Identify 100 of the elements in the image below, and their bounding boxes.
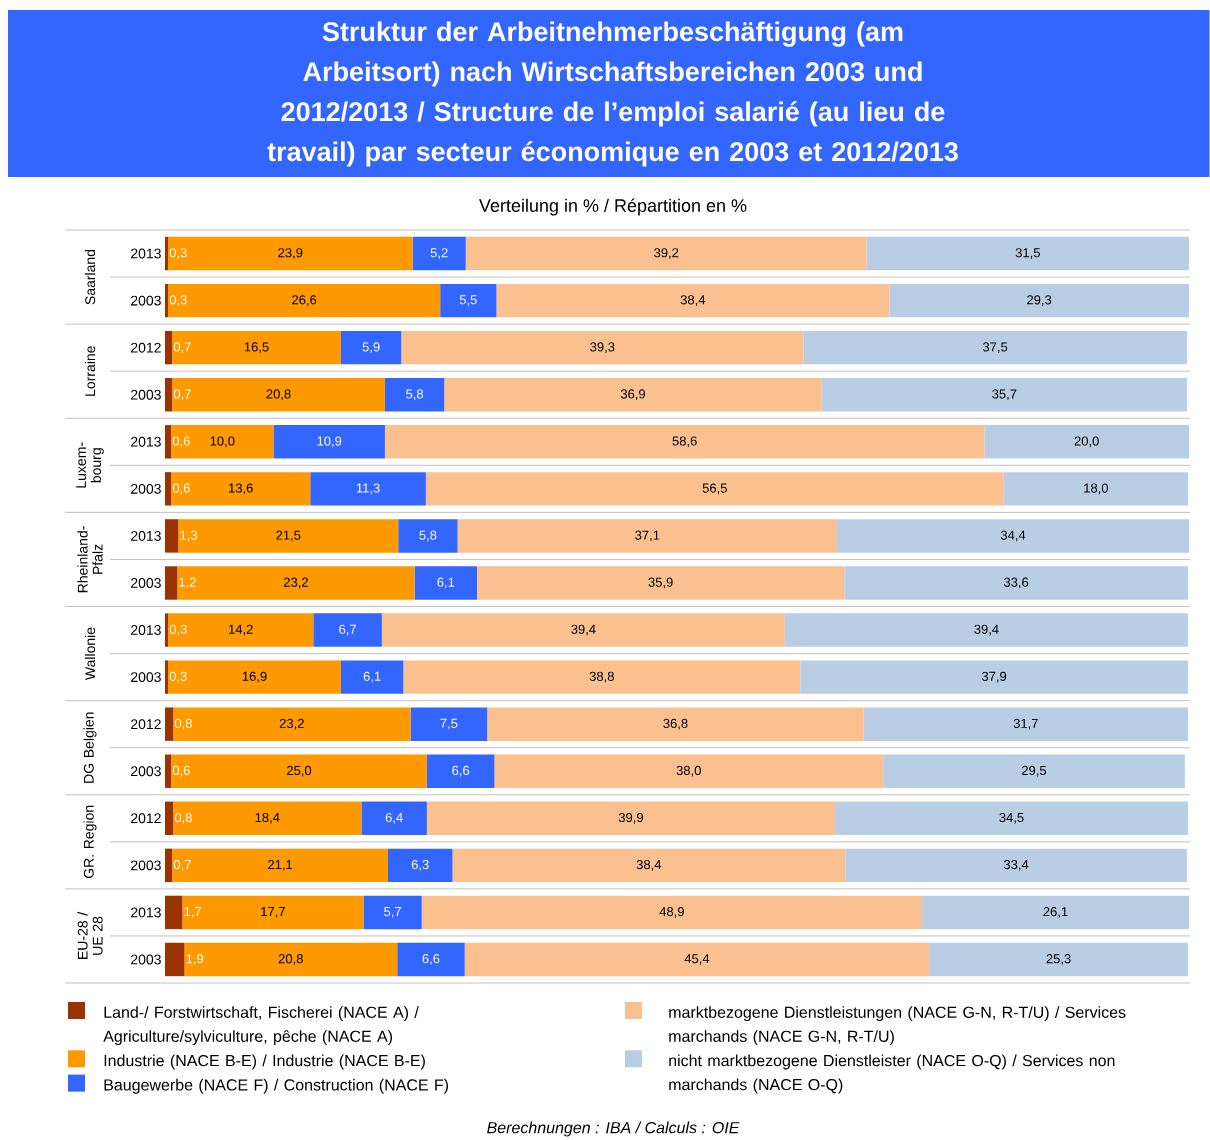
bar	[384, 425, 985, 459]
data-label: 39,3	[590, 342, 615, 354]
bar	[165, 566, 178, 600]
bar	[863, 707, 1188, 741]
bar	[984, 425, 1189, 459]
data-label: 6,1	[363, 671, 381, 683]
data-label: 6,4	[385, 813, 403, 824]
bar	[173, 801, 362, 836]
bar	[444, 378, 822, 412]
data-label: 29,5	[1022, 765, 1047, 777]
bar	[184, 942, 398, 977]
y-tick-label: 2003	[131, 954, 161, 965]
data-label: 1,3	[180, 530, 198, 542]
bar	[310, 472, 426, 506]
bar	[929, 942, 1188, 977]
y-tick-label: 2003	[131, 860, 161, 871]
bar	[398, 519, 458, 553]
bar	[171, 425, 274, 459]
bar	[883, 754, 1185, 789]
bar	[452, 848, 846, 883]
data-label: 0,3	[169, 248, 187, 260]
data-label: 6,3	[411, 860, 429, 871]
y-tick-label: 2003	[131, 672, 161, 683]
text: Rheinland-Pfalz	[77, 526, 103, 593]
bar	[363, 895, 422, 930]
y-tick-label: 2003	[131, 295, 161, 306]
bar	[168, 284, 441, 318]
data-label: 33,6	[1003, 577, 1029, 589]
bar	[821, 378, 1187, 412]
data-label: 5,8	[406, 389, 424, 401]
data-label: 5,5	[459, 295, 477, 307]
bar	[384, 378, 445, 412]
bar	[403, 660, 801, 694]
y-tick-label: 2003	[131, 484, 161, 494]
data-label: 0,6	[172, 436, 190, 448]
bar	[165, 754, 172, 789]
data-label: 31,5	[1015, 248, 1040, 260]
data-label: 0,3	[169, 624, 187, 636]
y-tick-label: 2003	[131, 389, 161, 400]
data-label: 58,6	[672, 436, 697, 448]
data-label: 37,1	[635, 530, 660, 542]
data-label: 35,7	[992, 389, 1017, 401]
bar	[165, 236, 169, 271]
y-tick-label: 2003	[131, 578, 161, 589]
data-label: 36,8	[663, 718, 688, 730]
y-tick-label: 2013	[131, 436, 161, 447]
data-label: 10,0	[210, 436, 235, 448]
data-label: 0,3	[169, 295, 187, 307]
bar	[177, 566, 415, 600]
bar	[172, 378, 385, 412]
bar	[165, 613, 169, 647]
bar	[426, 754, 495, 789]
data-label: 34,5	[999, 813, 1024, 824]
data-label: 34,4	[1000, 530, 1026, 542]
data-label: 21,5	[276, 530, 301, 542]
data-label: 21,1	[268, 860, 293, 871]
bar	[803, 331, 1187, 365]
bar	[173, 707, 411, 741]
chart-subtitle: Verteilung in % / Répartition en %	[479, 198, 747, 216]
bar	[340, 660, 404, 694]
y-tick-label: 2013	[131, 907, 161, 918]
bar	[800, 660, 1188, 694]
text: Lorraine	[84, 346, 96, 396]
data-label: 6,7	[339, 624, 356, 636]
text: DG Belgien	[83, 712, 97, 783]
bar	[172, 848, 389, 883]
bar	[182, 895, 364, 930]
data-label: 25,0	[287, 765, 312, 777]
bar	[440, 284, 497, 318]
data-label: 29,3	[1027, 295, 1052, 307]
data-label: 45,4	[684, 954, 710, 965]
text: EU-28 / UE 28	[77, 911, 103, 960]
bar	[165, 472, 172, 506]
data-label: 0,8	[174, 718, 192, 730]
text: Luxem-bourg	[76, 442, 104, 488]
bar	[165, 425, 172, 459]
bar	[465, 236, 867, 271]
data-label: 0,7	[173, 860, 191, 871]
data-label: 0,8	[174, 813, 192, 824]
y-tick-label: 2012	[131, 342, 161, 353]
data-label: 23,2	[279, 718, 304, 730]
text: Saarland	[84, 250, 96, 305]
bar	[381, 613, 785, 647]
bar	[837, 519, 1189, 553]
data-label: 0,3	[169, 671, 187, 683]
text: GR. Region	[83, 805, 97, 879]
data-label: 39,9	[618, 813, 643, 824]
bar	[165, 942, 185, 977]
legend-label: nicht marktbezogene Dienstleister (NACE O-Q) / Services non marchands (NACE O-Q)	[669, 1054, 1115, 1094]
bar	[172, 331, 341, 365]
data-label: 20,0	[1074, 436, 1099, 448]
data-label: 5,7	[384, 907, 401, 918]
bar	[414, 566, 477, 600]
data-label: 39,4	[571, 624, 596, 636]
bar	[1003, 472, 1188, 506]
data-label: 5,8	[419, 530, 437, 542]
bar	[168, 660, 341, 694]
data-label: 38,4	[680, 295, 706, 307]
y-tick-label: 2013	[131, 625, 161, 636]
data-label: 10,9	[317, 436, 342, 448]
